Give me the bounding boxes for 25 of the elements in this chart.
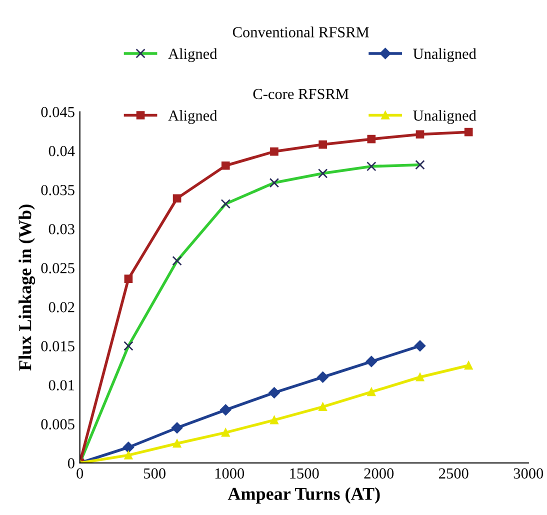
x-tick-label: 3000	[514, 468, 544, 479]
x-tick-label: 2500	[439, 468, 468, 479]
y-axis-title: Flux Linkage in (Wb)	[18, 204, 36, 371]
x-tick-label: 1000	[215, 468, 244, 479]
y-tick-label: 0.025	[41, 263, 74, 274]
y-tick-label: 0	[68, 458, 74, 468]
legend-label: Aligned	[168, 110, 218, 124]
y-tick-label: 0.015	[41, 341, 74, 352]
legend-label: Unaligned	[413, 48, 476, 62]
x-tick-label: 1500	[290, 468, 319, 479]
y-tick-label: 0.045	[41, 106, 74, 118]
legend-label: Unaligned	[413, 110, 476, 124]
text: Conventional RFSRM	[232, 26, 369, 38]
y-tick-label: 0.005	[41, 419, 74, 430]
x-tick-label: 0	[76, 468, 84, 479]
x-axis-title: Ampear Turns (AT)	[228, 487, 380, 504]
y-tick-label: 0.02	[48, 302, 74, 312]
y-tick-label: 0.01	[48, 380, 74, 390]
x-tick-label: 2000	[364, 468, 394, 479]
y-tick-label: 0.035	[41, 184, 74, 196]
y-tick-label: 0.03	[48, 224, 74, 234]
x-tick-label: 500	[144, 468, 166, 479]
legend-label: Aligned	[168, 48, 218, 62]
y-tick-label: 0.04	[48, 146, 75, 156]
text: C-core RFSRM	[253, 88, 349, 100]
